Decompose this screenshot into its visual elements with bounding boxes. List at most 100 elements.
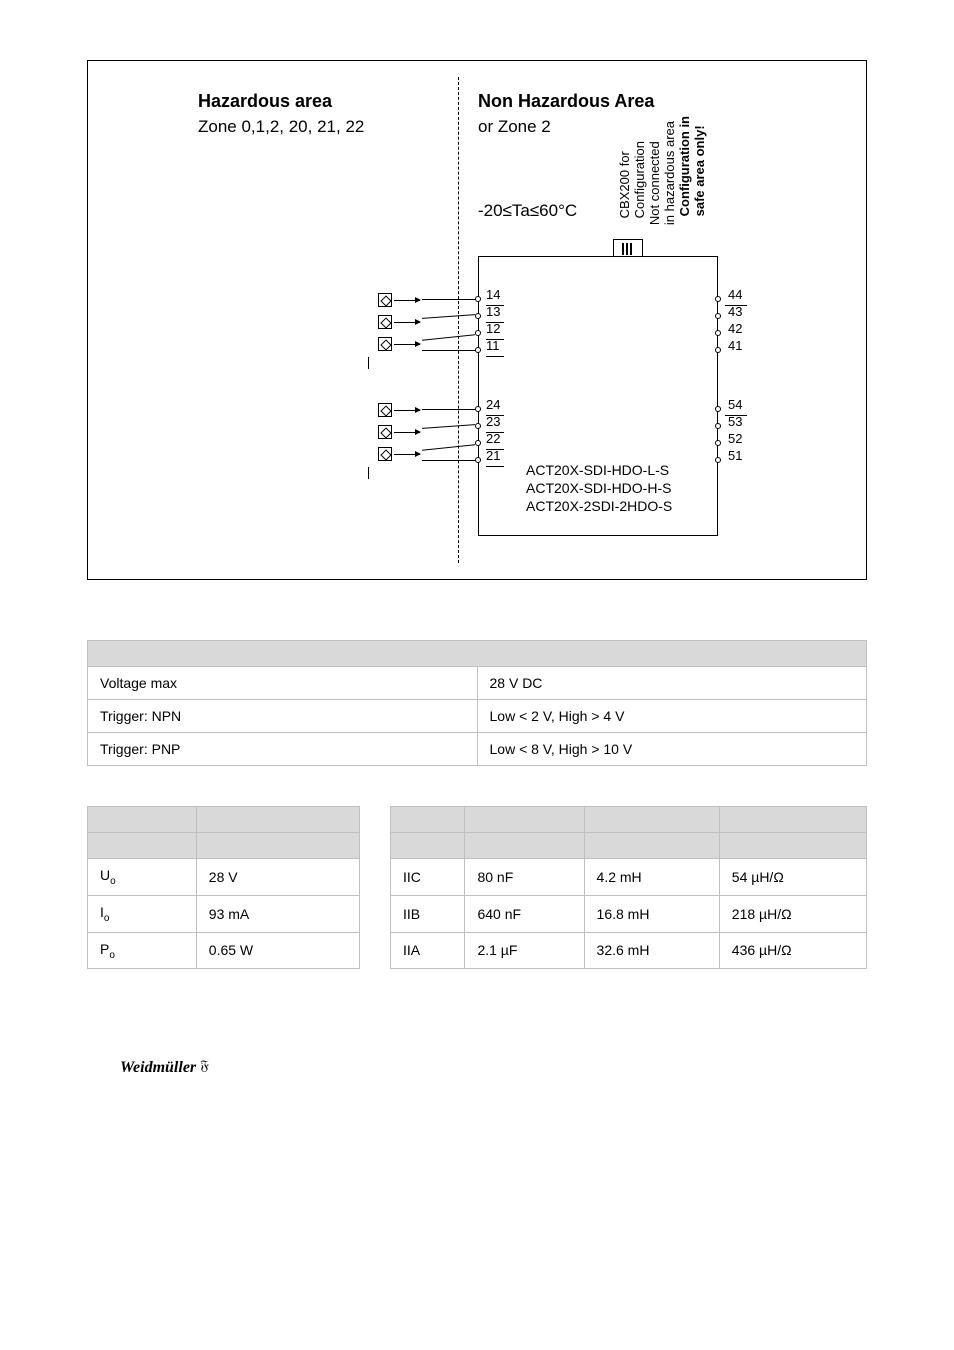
table-row: Po 0.65 W xyxy=(88,932,360,969)
table-row: Voltage max 28 V DC xyxy=(88,667,867,700)
t3-r2c3: 436 µH/Ω xyxy=(719,932,866,969)
terminal-43-label: 43 xyxy=(728,304,742,319)
sensor-icon xyxy=(378,425,392,439)
terminal-11-line xyxy=(486,356,504,357)
t2-header2 xyxy=(196,807,359,833)
t2-r1c0: Io xyxy=(88,895,197,932)
sensor-arrow xyxy=(394,410,420,411)
t3-r1c1: 640 nF xyxy=(465,895,584,932)
sensor-icon xyxy=(378,293,392,307)
zone-diagram: Hazardous area Zone 0,1,2, 20, 21, 22 No… xyxy=(87,60,867,580)
wire-13 xyxy=(422,314,475,319)
footer-brand: Weidmüller 𝔉 xyxy=(120,1059,874,1077)
t3-r0c2: 4.2 mH xyxy=(584,859,719,896)
sensor-ground xyxy=(368,467,369,479)
t2-r1c1: 93 mA xyxy=(196,895,359,932)
table-row: Trigger: NPN Low < 2 V, High > 4 V xyxy=(88,700,867,733)
sensor-ground xyxy=(368,357,369,369)
terminal-14-label: 14 xyxy=(486,287,500,302)
wire-11 xyxy=(422,350,475,351)
sensor-arrow xyxy=(394,344,420,345)
t3-r2c0: IIA xyxy=(391,932,465,969)
terminal-52-label: 52 xyxy=(728,431,742,446)
brand-name: Weidmüller xyxy=(120,1059,196,1076)
table-row: IIA 2.1 µF 32.6 mH 436 µH/Ω xyxy=(391,932,867,969)
terminal-51 xyxy=(715,457,721,463)
t1-r1c1: Low < 2 V, High > 4 V xyxy=(477,700,867,733)
t3-r0c0: IIC xyxy=(391,859,465,896)
cbx-line1: CBX200 for xyxy=(617,151,632,218)
notconnected-vertical-label: Not connected in hazardous area xyxy=(648,121,678,225)
cbx-vertical-label: CBX200 for Configuration xyxy=(618,141,648,218)
sensor-icon xyxy=(378,337,392,351)
terminal-13-label: 13 xyxy=(486,304,500,319)
terminal-23 xyxy=(475,423,481,429)
terminal-52 xyxy=(715,440,721,446)
sensor-arrow xyxy=(394,432,420,433)
t3-r1c0: IIB xyxy=(391,895,465,932)
terminal-23-label: 23 xyxy=(486,414,500,429)
nonhazardous-title: Non Hazardous Area xyxy=(478,91,654,112)
conf-line2: safe area only! xyxy=(692,125,707,216)
zone-divider xyxy=(458,77,459,563)
terminal-51-label: 51 xyxy=(728,448,742,463)
t3-h1 xyxy=(391,807,465,833)
t2-r0c0: Uo xyxy=(88,859,197,896)
terminal-42 xyxy=(715,330,721,336)
terminal-21-label: 21 xyxy=(486,448,500,463)
terminal-12 xyxy=(475,330,481,336)
wire-22 xyxy=(422,444,475,451)
terminal-53-label: 53 xyxy=(728,414,742,429)
t3-r1c3: 218 µH/Ω xyxy=(719,895,866,932)
terminal-53 xyxy=(715,423,721,429)
t3-s2 xyxy=(465,833,584,859)
t2-r0c1: 28 V xyxy=(196,859,359,896)
sensor-arrow xyxy=(394,454,420,455)
page: Hazardous area Zone 0,1,2, 20, 21, 22 No… xyxy=(0,0,954,1117)
model-2: ACT20X-SDI-HDO-H-S xyxy=(526,479,672,497)
model-1: ACT20X-SDI-HDO-L-S xyxy=(526,461,672,479)
t1-r1c0: Trigger: NPN xyxy=(88,700,478,733)
table-row: IIC 80 nF 4.2 mH 54 µH/Ω xyxy=(391,859,867,896)
t2-r2c1: 0.65 W xyxy=(196,932,359,969)
hazardous-subtitle: Zone 0,1,2, 20, 21, 22 xyxy=(198,117,364,137)
table-row: Trigger: PNP Low < 8 V, High > 10 V xyxy=(88,733,867,766)
conf-line1: Configuration in xyxy=(677,116,692,216)
nonhazardous-subtitle: or Zone 2 xyxy=(478,117,551,137)
wire-12 xyxy=(422,334,475,341)
wire-21 xyxy=(422,460,475,461)
temperature-range: -20≤Ta≤60°C xyxy=(478,201,577,221)
table-row: IIB 640 nF 16.8 mH 218 µH/Ω xyxy=(391,895,867,932)
terminal-13 xyxy=(475,313,481,319)
terminal-24-label: 24 xyxy=(486,397,500,412)
terminal-21-line xyxy=(486,466,504,467)
t3-h2 xyxy=(465,807,584,833)
t2-sub2 xyxy=(196,833,359,859)
terminal-11-label: 11 xyxy=(486,338,500,353)
t3-s4 xyxy=(719,833,866,859)
tables-row: Uo 28 V Io 93 mA Po 0.65 W II xyxy=(87,806,867,969)
terminal-22 xyxy=(475,440,481,446)
terminal-41 xyxy=(715,347,721,353)
t1-header xyxy=(88,641,867,667)
wire-24 xyxy=(422,409,475,410)
terminal-44 xyxy=(715,296,721,302)
sensor-icon xyxy=(378,403,392,417)
input-spec-table: Voltage max 28 V DC Trigger: NPN Low < 2… xyxy=(87,640,867,766)
t3-r1c2: 16.8 mH xyxy=(584,895,719,932)
terminal-54 xyxy=(715,406,721,412)
t2-r2c0: Po xyxy=(88,932,197,969)
terminal-44-label: 44 xyxy=(728,287,742,302)
configuration-vertical-label: Configuration in safe area only! xyxy=(678,116,708,216)
sensor-arrow xyxy=(394,300,420,301)
terminal-54-label: 54 xyxy=(728,397,742,412)
t3-r0c3: 54 µH/Ω xyxy=(719,859,866,896)
model-labels: ACT20X-SDI-HDO-L-S ACT20X-SDI-HDO-H-S AC… xyxy=(526,461,672,516)
terminal-22-label: 22 xyxy=(486,431,500,446)
t1-r2c0: Trigger: PNP xyxy=(88,733,478,766)
terminal-42-label: 42 xyxy=(728,321,742,336)
wire-14 xyxy=(422,299,475,300)
table-row: Uo 28 V xyxy=(88,859,360,896)
t3-r0c1: 80 nF xyxy=(465,859,584,896)
gas-group-table: IIC 80 nF 4.2 mH 54 µH/Ω IIB 640 nF 16.8… xyxy=(390,806,867,969)
